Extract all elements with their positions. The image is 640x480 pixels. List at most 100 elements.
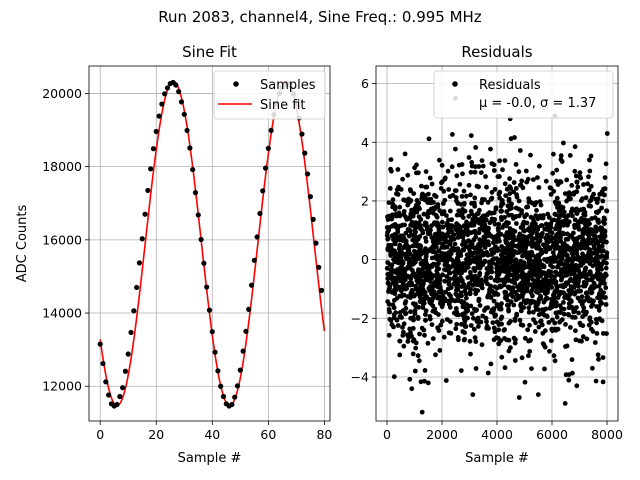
residual-point [572,217,578,223]
residual-point [462,268,468,273]
residual-point [588,271,593,276]
residuals-panel: Residuals 0 2000 4000 6000 8000 −4 −2 0 2 4 6 Samp… [351,43,623,466]
residual-point [489,195,495,201]
residual-point [584,336,590,342]
residual-point [460,329,466,334]
residual-point [553,201,559,207]
residual-point [508,136,514,142]
sample-point [215,368,221,374]
residual-point [432,306,438,312]
residual-point [596,304,602,309]
residual-point [502,327,507,332]
residual-point [568,271,574,277]
sample-point [153,128,159,135]
residual-point [447,266,452,271]
residual-point [419,325,425,331]
residual-point [480,197,485,202]
residual-point [528,232,534,238]
residual-point [489,161,495,167]
residual-point [407,187,413,193]
residual-point [595,269,601,274]
residual-point [429,223,434,229]
residual-point [604,250,610,256]
residual-point [588,203,594,209]
residual-point [483,305,489,311]
residual-point [530,228,536,234]
residual-point [463,291,469,297]
sample-point [125,351,131,357]
sample-point [240,348,246,354]
y-tick-label: 12000 [42,379,82,394]
residual-point [480,313,486,319]
residual-point [570,370,575,376]
residual-point [394,191,399,197]
residual-point [534,268,540,274]
residual-point [500,167,505,173]
residual-point [448,235,454,240]
residual-point [439,219,445,225]
residual-point [554,195,560,201]
sample-point [128,329,134,336]
residual-point [502,215,507,220]
residual-point [554,232,559,238]
residual-point [484,250,490,255]
residual-point [476,324,481,329]
residual-point [505,270,510,275]
residual-point [488,361,494,367]
residual-point [595,352,601,358]
sample-point [184,127,190,134]
residual-point [487,268,492,274]
residual-point [542,312,547,318]
residual-point [471,326,477,332]
residual-point [475,288,481,293]
residual-point [583,312,588,317]
residual-point [433,352,438,358]
residual-point [597,316,603,322]
residual-point [545,211,551,217]
residual-point [530,236,535,242]
sample-point [122,368,129,374]
residual-point [499,252,505,258]
residual-point [499,278,505,283]
residual-point [397,242,403,248]
residual-point [422,261,428,267]
residual-point [399,259,405,265]
residual-point [439,162,445,168]
residual-point [579,274,585,279]
residual-point [582,266,588,272]
residual-point [413,301,418,307]
residual-point [436,229,442,235]
residual-point [571,230,576,236]
residual-point [504,275,510,281]
residual-point [427,231,432,237]
residual-point [432,282,437,287]
residual-point [538,318,544,324]
residual-point [579,216,584,221]
residual-point [575,184,581,190]
sample-point [307,194,313,200]
residual-point [479,158,485,164]
residual-point [524,204,529,210]
residual-point [602,175,608,181]
residual-point [513,257,519,263]
residual-point [594,228,599,234]
residual-point [553,303,559,309]
sample-point [192,190,199,196]
residual-point [416,214,422,220]
residual-point [595,263,601,269]
residual-point [601,239,606,245]
residual-point [401,212,407,217]
residual-point [455,235,461,240]
residual-point [517,148,523,153]
residual-point [532,329,538,334]
residual-point [420,279,426,285]
residual-point [473,339,479,344]
residual-point [536,185,542,190]
residual-point [519,294,525,299]
sine-fit-legend-box [213,70,326,120]
sample-point [103,379,109,385]
residual-point [595,259,600,264]
residual-point [389,214,395,220]
residual-point [439,180,444,186]
residual-point [574,179,580,185]
